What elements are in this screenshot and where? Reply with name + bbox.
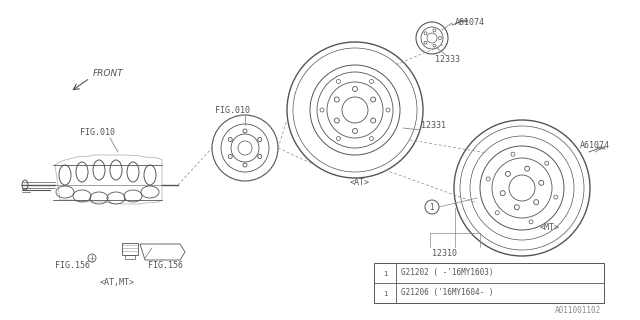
Text: <AT,MT>: <AT,MT> (100, 278, 135, 287)
Circle shape (379, 267, 391, 279)
Text: FIG.156: FIG.156 (148, 261, 183, 270)
Text: A61074: A61074 (580, 141, 610, 150)
Text: 12310: 12310 (432, 249, 457, 258)
Text: A011001102: A011001102 (555, 306, 601, 315)
Text: 1: 1 (383, 270, 387, 276)
Text: FRONT: FRONT (93, 69, 124, 78)
Text: G21202 ( -'16MY1603): G21202 ( -'16MY1603) (401, 268, 493, 277)
Text: G21206 ('16MY1604- ): G21206 ('16MY1604- ) (401, 289, 493, 298)
Text: 12331: 12331 (421, 121, 446, 130)
Circle shape (379, 287, 391, 299)
Circle shape (425, 200, 439, 214)
Bar (125, 255, 135, 259)
Text: A61074: A61074 (455, 18, 485, 27)
Text: FIG.156: FIG.156 (55, 261, 90, 270)
Text: <AT>: <AT> (350, 178, 370, 187)
Bar (374, 263, 604, 303)
Text: <MT>: <MT> (540, 223, 560, 232)
Text: 1: 1 (429, 203, 435, 212)
Text: FIG.010: FIG.010 (80, 128, 115, 137)
Text: 12333: 12333 (435, 55, 460, 64)
Text: 1: 1 (383, 291, 387, 297)
Text: FIG.010: FIG.010 (215, 106, 250, 115)
Bar (122, 243, 138, 255)
